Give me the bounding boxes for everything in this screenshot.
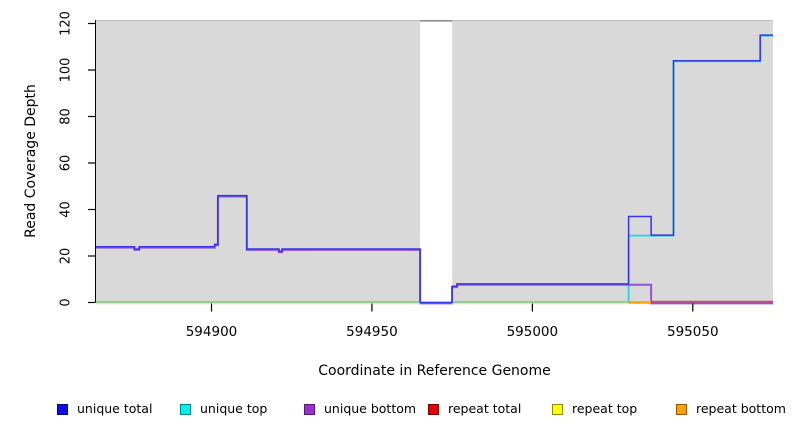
series-line-unique-total [96, 34, 773, 304]
x-tick-label: 595050 [667, 324, 719, 340]
x-axis-title: Coordinate in Reference Genome [96, 363, 773, 379]
legend-label-unique-total: unique total [77, 401, 153, 416]
legend-swatch-unique-top [180, 403, 191, 415]
legend-swatch-repeat-top [552, 403, 563, 415]
legend-label-repeat-top: repeat top [572, 401, 638, 416]
legend-label-unique-top: unique top [200, 401, 268, 416]
legend-item-unique-top: unique top [180, 401, 267, 417]
y-tick-label: 40 [59, 201, 74, 218]
legend-item-repeat-top: repeat top [552, 401, 637, 417]
x-tick-label: 594950 [346, 324, 398, 340]
legend-swatch-repeat-bottom [676, 403, 687, 415]
legend-item-unique-bottom: unique bottom [304, 401, 416, 417]
legend-item-repeat-total: repeat total [428, 401, 521, 417]
legend-label-repeat-bottom: repeat bottom [696, 401, 786, 416]
y-tick-label: 0 [59, 298, 74, 306]
y-tick-label: 100 [59, 58, 74, 83]
y-tick-label: 60 [59, 155, 74, 172]
y-tick-label: 20 [59, 248, 74, 265]
x-tick-label: 595000 [507, 324, 559, 340]
y-axis-title: Read Coverage Depth [23, 84, 39, 238]
legend-swatch-repeat-total [428, 403, 439, 415]
x-axis-title-text: Coordinate in Reference Genome [318, 363, 551, 379]
x-tick-label: 594900 [186, 324, 238, 340]
legend-label-repeat-total: repeat total [448, 401, 522, 416]
legend-item-unique-total: unique total [57, 401, 152, 417]
y-tick-label: 80 [59, 108, 74, 125]
y-tick-label: 120 [59, 11, 74, 36]
legend-label-unique-bottom: unique bottom [324, 401, 417, 416]
legend-item-repeat-bottom: repeat bottom [676, 401, 786, 417]
coverage-gap-band [420, 20, 453, 303]
legend-swatch-unique-total [57, 403, 68, 415]
legend: unique total unique top unique bottom repea… [0, 401, 792, 421]
legend-swatch-unique-bottom [304, 403, 315, 415]
